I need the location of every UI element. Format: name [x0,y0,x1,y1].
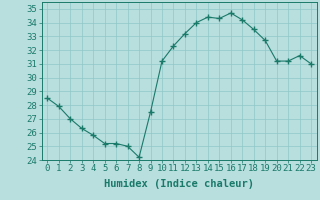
X-axis label: Humidex (Indice chaleur): Humidex (Indice chaleur) [104,179,254,189]
